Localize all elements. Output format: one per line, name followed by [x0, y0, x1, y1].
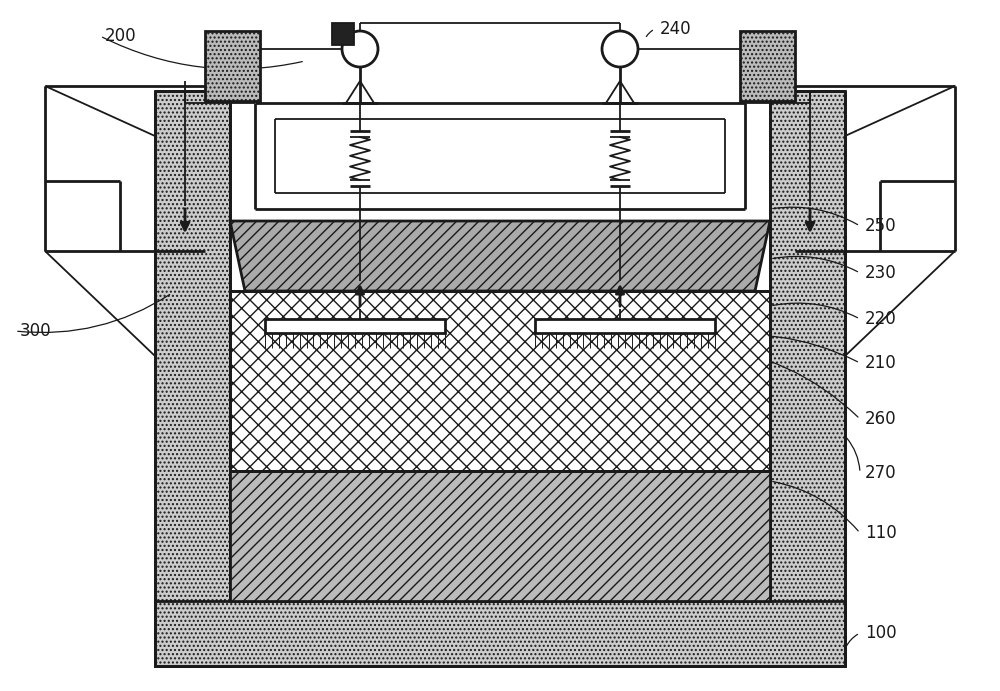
Circle shape — [602, 31, 638, 67]
Text: 110: 110 — [865, 524, 897, 542]
Bar — [740, 31, 795, 101]
Bar — [230, 471, 770, 601]
Bar — [155, 601, 845, 666]
Text: 100: 100 — [865, 624, 897, 642]
Polygon shape — [230, 221, 770, 291]
Text: 300: 300 — [20, 322, 52, 340]
Text: 260: 260 — [865, 410, 897, 428]
Text: 230: 230 — [865, 264, 897, 282]
Circle shape — [342, 31, 378, 67]
Text: 200: 200 — [105, 27, 137, 45]
Bar — [205, 31, 260, 101]
Bar — [265, 319, 445, 333]
Text: 250: 250 — [865, 217, 897, 235]
Bar — [535, 319, 715, 333]
Text: 210: 210 — [865, 354, 897, 372]
Text: 220: 220 — [865, 310, 897, 328]
Bar — [230, 291, 770, 471]
Bar — [332, 23, 354, 45]
Text: 270: 270 — [865, 464, 897, 482]
Bar — [770, 91, 845, 666]
Bar — [155, 91, 230, 666]
Text: 240: 240 — [660, 20, 692, 38]
